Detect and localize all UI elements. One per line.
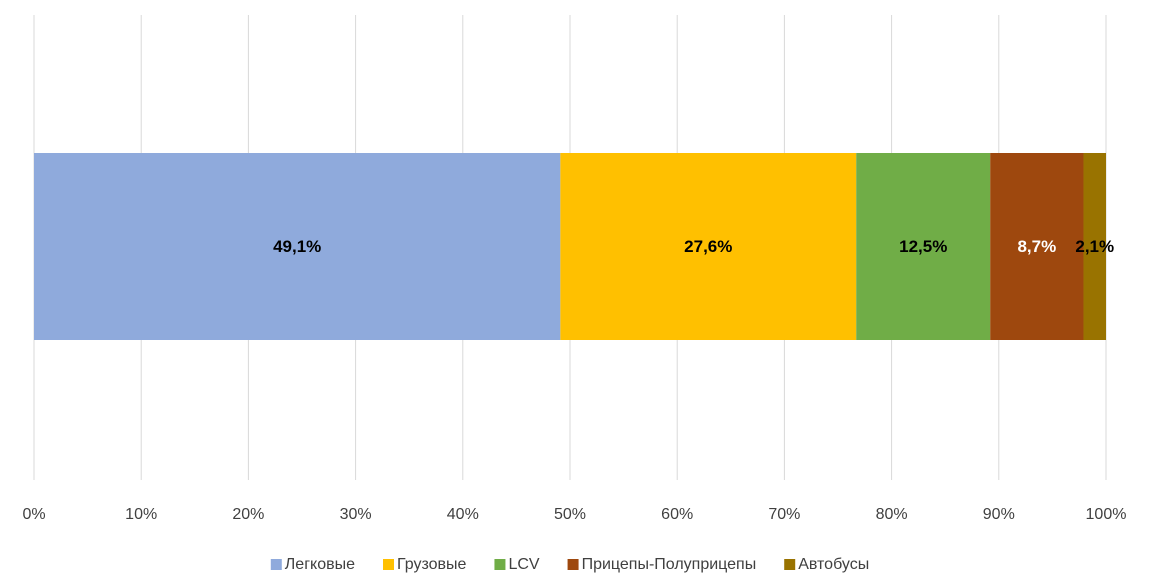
x-tick-label: 10% bbox=[125, 506, 157, 523]
legend-swatch bbox=[494, 559, 506, 570]
x-tick-label: 20% bbox=[232, 506, 264, 523]
x-tick-label: 90% bbox=[983, 506, 1015, 523]
x-tick-label: 100% bbox=[1086, 506, 1127, 523]
x-tick-label: 0% bbox=[22, 506, 45, 523]
legend-swatch bbox=[567, 559, 579, 570]
data-label: 8,7% bbox=[1017, 237, 1056, 256]
bar-segment bbox=[560, 153, 857, 340]
legend: Легковые Грузовые LCV Прицепы-Полуприцепы Ав… bbox=[270, 556, 869, 573]
legend-label: Грузовые bbox=[397, 556, 467, 573]
bar-segment bbox=[856, 153, 991, 340]
data-label: 12,5% bbox=[899, 237, 947, 256]
legend-label: LCV bbox=[508, 556, 539, 573]
legend-label: Автобусы bbox=[798, 556, 869, 573]
data-label: 2,1% bbox=[1075, 237, 1114, 256]
x-tick-label: 80% bbox=[876, 506, 908, 523]
bar-segment bbox=[34, 153, 561, 340]
x-tick-label: 60% bbox=[661, 506, 693, 523]
data-label: 27,6% bbox=[684, 237, 732, 256]
legend-swatch bbox=[383, 559, 395, 570]
x-tick-label: 30% bbox=[340, 506, 372, 523]
legend-label: Прицепы-Полуприцепы bbox=[582, 556, 757, 573]
legend-swatch bbox=[270, 559, 282, 570]
x-tick-label: 50% bbox=[554, 506, 586, 523]
bar-segment bbox=[1083, 153, 1106, 340]
data-label: 49,1% bbox=[273, 237, 321, 256]
bar-segment bbox=[990, 153, 1084, 340]
legend-swatch bbox=[784, 559, 796, 570]
legend-label: Легковые bbox=[285, 556, 355, 573]
x-tick-label: 40% bbox=[447, 506, 479, 523]
x-tick-label: 70% bbox=[768, 506, 800, 523]
